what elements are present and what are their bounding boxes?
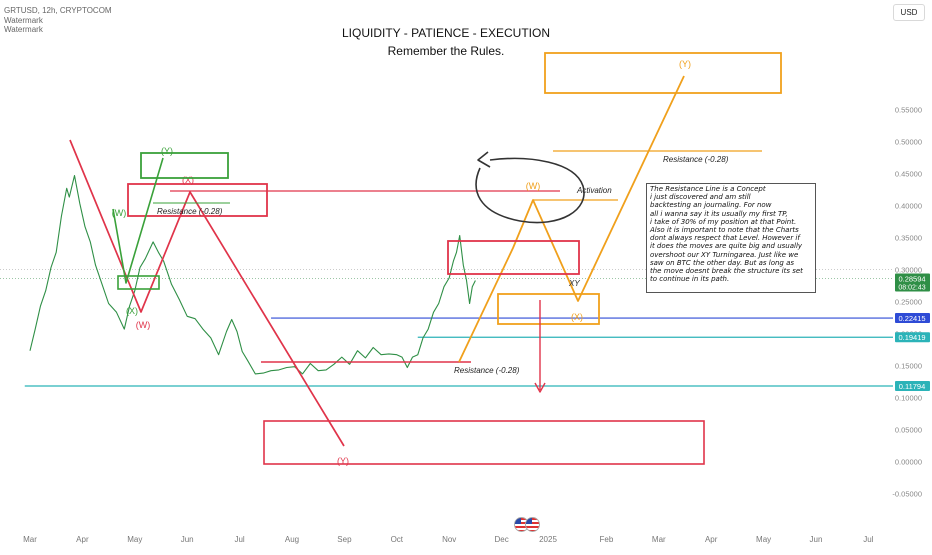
x-tick-label: Apr [705,535,718,544]
price-tag-label: 0.11794 [899,382,926,391]
x-tick-label: Nov [442,535,456,544]
x-tick-label: Mar [652,535,666,544]
orange-zone-box [497,293,600,325]
note-line: the move doesnt break the structure its … [650,267,803,276]
red-current-box [447,240,580,275]
y-tick-label: 0.15000 [895,362,922,371]
symbol-line: GRTUSD, 12h, CRYPTOCOM [4,6,112,15]
y-tick-label: 0.25000 [895,298,922,307]
chart-title: LIQUIDITY - PATIENCE - EXECUTION [341,26,551,40]
y-tick-label: 0.45000 [895,170,922,179]
red-zone-box [127,183,268,217]
x-tick-label: Dec [494,535,508,544]
price-tag-bg [895,332,930,343]
green-zone-box [140,152,229,179]
price-tag-bg [895,313,930,324]
price-tag-label: 0.22415 [898,314,925,323]
y-tick-label: -0.05000 [892,490,922,499]
dark-arrow-head [477,151,491,168]
note-line: backtesting an journaling. For now [650,201,772,210]
x-tick-label: May [756,535,771,544]
y-tick-label: 0.00000 [895,458,922,467]
orange-target-box [544,52,782,94]
note-line: dont always respect that Level. However … [650,234,800,243]
x-tick-label: Mar [23,535,37,544]
note-line: it does the moves are quite big and usua… [650,242,803,251]
resistance-label: Resistance (-0.28) [454,366,520,375]
wave-label-x: (X) [571,312,583,322]
x-tick-label: Aug [285,535,299,544]
watermark-1: Watermark [4,15,43,25]
wave-label-w: (W) [112,208,127,218]
price-tag-label: 0.19419 [898,333,925,342]
dark-scribble [475,157,585,224]
red-wave-path [69,139,345,447]
price-tag-bg [895,273,930,292]
wave-label-y: (Y) [679,59,691,69]
price-tag-label: 0.28594 [898,274,925,283]
y-tick-label: 0.50000 [895,138,922,147]
note-line: i just discovered and am still [650,193,751,202]
price-tag-countdown: 08:02:43 [898,284,925,291]
note-line: to continue in its path. [650,275,730,284]
x-tick-label: Jul [234,535,244,544]
x-tick-label: Oct [391,535,404,544]
wave-label-w: (W) [526,181,541,191]
x-tick-label: Sep [337,535,352,544]
note-line: overshoot our XY Turningarea. Just like … [650,250,799,259]
y-tick-label: 0.55000 [895,106,922,115]
x-tick-label: Jul [863,535,873,544]
wave-label-x: (X) [182,175,194,185]
red-arrow-head [534,382,546,393]
green-wave-path [112,157,164,284]
activation-label: Activation [576,186,612,195]
x-tick-label: Apr [76,535,89,544]
wave-label-y: (Y) [337,456,349,466]
x-tick-label: Feb [600,535,614,544]
x-tick-label: May [127,535,142,544]
x-tick-label: Jun [181,535,194,544]
green-small-box [117,275,160,290]
wave-label-w: (W) [136,320,151,330]
red-target-box [263,420,705,465]
price-tag-bg [895,381,930,392]
note-line: saw on BTC the other day. But as long as [650,258,795,267]
x-tick-label: Jun [810,535,823,544]
y-tick-label: 0.30000 [895,266,922,275]
symbol-info: GRTUSD, 12h, CRYPTOCOM Watermark Waterma… [4,6,112,35]
wave-label-y: (Y) [161,146,173,156]
us-flag-icon[interactable] [525,517,540,532]
y-tick-label: 0.05000 [895,426,922,435]
resistance-label: Resistance (-0.28) [157,207,223,216]
note-line: The Resistance Line is a Concept [650,185,766,193]
note-line: all i wanna say it its usually my first … [650,209,788,218]
y-tick-label: 0.10000 [895,394,922,403]
xy-label: XY [568,279,580,288]
y-tick-label: 0.40000 [895,202,922,211]
resistance-label: Resistance (-0.28) [663,155,729,164]
currency-button[interactable]: USD [893,4,925,21]
note-line: i take of 30% of my position at that Poi… [650,217,797,226]
note-line: Also it is important to note that the Ch… [650,226,799,235]
wave-label-x: (X) [126,306,138,316]
chart-subtitle: Remember the Rules. [387,44,505,58]
price-series-line [29,174,476,375]
y-tick-label: 0.35000 [895,234,922,243]
x-tick-label: 2025 [539,535,557,544]
resistance-note: The Resistance Line is a Concept i just … [646,183,816,293]
watermark-2: Watermark [4,25,43,34]
